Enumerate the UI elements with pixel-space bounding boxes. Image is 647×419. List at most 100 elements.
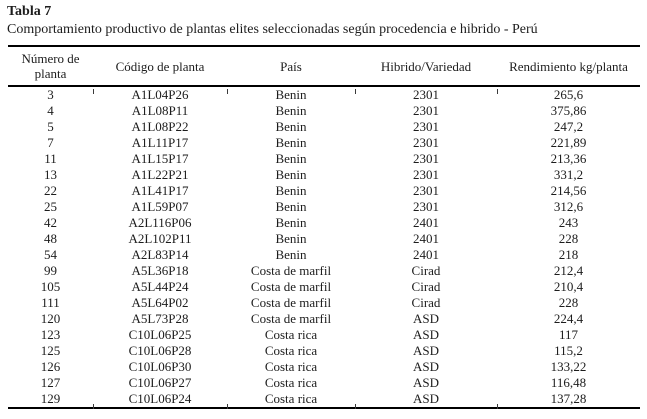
table-cell: A5L44P24 [131, 279, 189, 294]
table-cell: Benin [275, 167, 307, 182]
table-title-text: Comportamiento productivo de plantas eli… [7, 22, 538, 37]
table-cell: 2301 [413, 135, 439, 150]
table-cell: 129 [40, 391, 61, 406]
table-cell: C10L06P27 [128, 375, 192, 390]
table-cell: 2301 [413, 103, 439, 118]
table-cell: ASD [412, 391, 439, 406]
table-cell: C10L06P30 [128, 359, 192, 374]
table-row: 123 C10L06P25 Costa rica ASD 117 [8, 327, 640, 343]
column-divider-tick [227, 404, 228, 409]
table-number-label: Tabla 7 [7, 4, 52, 19]
table-cell: 133,22 [550, 359, 587, 374]
table-row: 126 C10L06P30 Costa rica ASD 133,22 [8, 359, 640, 375]
col-header-codigo-de-planta: Código de planta [93, 46, 227, 87]
table-cell: 210,4 [553, 279, 584, 294]
table-cell: C10L06P24 [128, 391, 192, 406]
table-row: 99 A5L36P18 Costa de marfil Cirad 212,4 [8, 263, 640, 279]
table-cell: 265,6 [553, 87, 584, 102]
table-cell: Benin [275, 231, 307, 246]
table-row: 111 A5L64P02 Costa de marfil Cirad 228 [8, 295, 640, 311]
table-cell: A2L102P11 [128, 231, 192, 246]
table-cell: 123 [40, 327, 61, 342]
table-cell: 127 [40, 375, 61, 390]
table-cell: 13 [44, 167, 57, 182]
table-cell: ASD [412, 343, 439, 358]
table-cell: 137,28 [550, 391, 587, 406]
table-cell: 5 [47, 119, 54, 134]
table-cell: Benin [275, 119, 307, 134]
col-header-pais: País [227, 46, 355, 87]
table-cell: Costa rica [264, 327, 318, 342]
table-cell: Benin [275, 87, 307, 102]
table-row: 48 A2L102P11 Benin 2401 228 [8, 231, 640, 247]
table-cell: 126 [40, 359, 61, 374]
table-cell: A5L64P02 [131, 295, 189, 310]
table-cell: 111 [41, 295, 60, 310]
table-cell: 2401 [413, 231, 439, 246]
table-cell: A2L116P06 [128, 215, 192, 230]
table-cell: 48 [44, 231, 57, 246]
col-header-numero-de-planta: Número de planta [8, 46, 93, 87]
table-cell: 2401 [413, 215, 439, 230]
table-cell: Benin [275, 247, 307, 262]
table-cell: Costa de marfil [250, 295, 332, 310]
table-cell: 2301 [413, 199, 439, 214]
table-cell: 115,2 [554, 343, 583, 358]
table-cell: 2301 [413, 183, 439, 198]
header-row: Número de planta Código de planta País H… [8, 46, 640, 87]
table-cell: 105 [40, 279, 61, 294]
table-cell: A1L04P26 [131, 87, 189, 102]
table-cell: A2L83P14 [131, 247, 189, 262]
table-cell: 125 [40, 343, 61, 358]
table-row: 5 A1L08P22 Benin 2301 247,2 [8, 119, 640, 135]
data-table: Número de planta Código de planta País H… [8, 45, 640, 409]
table-cell: 42 [44, 215, 57, 230]
table-cell: ASD [412, 359, 439, 374]
table-cell: Cirad [411, 263, 441, 278]
table-cell: 22 [44, 183, 57, 198]
table-cell: 3 [47, 87, 54, 102]
table-cell: 312,6 [553, 199, 584, 214]
table-cell: Costa rica [264, 359, 318, 374]
table-cell: 2301 [413, 87, 439, 102]
table-row: 125 C10L06P28 Costa rica ASD 115,2 [8, 343, 640, 359]
table-cell: Costa rica [264, 375, 318, 390]
table-cell: Benin [275, 215, 307, 230]
table-cell: 221,89 [550, 135, 587, 150]
table-cell: 247,2 [553, 119, 584, 134]
table-cell: 243 [558, 215, 579, 230]
table-container: Número de planta Código de planta País H… [8, 45, 640, 411]
table-cell: Costa rica [264, 391, 318, 406]
table-cell: A1L15P17 [131, 151, 189, 166]
table-cell: 11 [44, 151, 57, 166]
table-cell: 212,4 [553, 263, 584, 278]
table-row: 120 A5L73P28 Costa de marfil ASD 224,4 [8, 311, 640, 327]
table-body: 3 A1L04P26 Benin 2301 265,6 4 A1L08P11 Benin 230… [8, 86, 640, 408]
table-cell: 224,4 [553, 311, 584, 326]
table-cell: ASD [412, 327, 439, 342]
table-cell: 117 [558, 327, 579, 342]
column-divider-tick [93, 404, 94, 409]
table-cell: Cirad [411, 279, 441, 294]
column-divider-tick [355, 89, 356, 94]
table-row: 4 A1L08P11 Benin 2301 375,86 [8, 103, 640, 119]
table-cell: Costa rica [264, 343, 318, 358]
table-caption: Tabla 7 Comportamiento productivo de pla… [7, 3, 643, 39]
column-divider-tick [93, 89, 94, 94]
table-cell: Benin [275, 183, 307, 198]
table-cell: Benin [275, 151, 307, 166]
table-cell: A1L41P17 [131, 183, 189, 198]
table-cell: A1L08P22 [131, 119, 189, 134]
table-cell: 214,56 [550, 183, 587, 198]
table-cell: A1L22P21 [131, 167, 189, 182]
table-cell: 213,36 [550, 151, 587, 166]
table-row: 22 A1L41P17 Benin 2301 214,56 [8, 183, 640, 199]
table-cell: 4 [47, 103, 54, 118]
table-cell: 375,86 [550, 103, 587, 118]
table-row: 7 A1L11P17 Benin 2301 221,89 [8, 135, 640, 151]
table-cell: Cirad [411, 295, 441, 310]
table-cell: A1L11P17 [131, 135, 189, 150]
table-cell: 228 [558, 295, 579, 310]
table-row: 127 C10L06P27 Costa rica ASD 116,48 [8, 375, 640, 391]
table-cell: Benin [275, 103, 307, 118]
